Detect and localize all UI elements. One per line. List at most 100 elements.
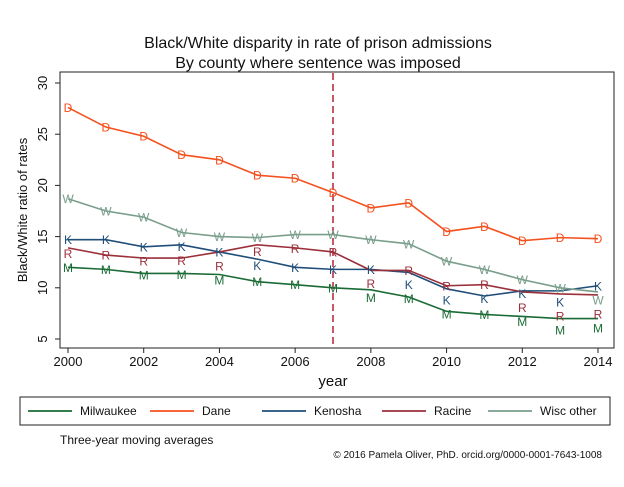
data-point-marker: R <box>291 242 300 256</box>
data-point-marker: D <box>102 121 111 135</box>
x-axis-label: year <box>318 373 347 390</box>
series-line-milwaukee <box>67 266 598 320</box>
x-tick-label: 2010 <box>432 354 461 369</box>
credit: © 2016 Pamela Oliver, PhD. orcid.org/000… <box>333 450 602 461</box>
data-point-marker: K <box>215 245 223 259</box>
data-point-marker: M <box>517 315 527 329</box>
data-point-marker: M <box>63 261 73 275</box>
y-tick-label: 25 <box>35 127 50 141</box>
chart-subtitle: By county where sentence was imposed <box>175 55 460 72</box>
data-point-marker: R <box>442 279 451 293</box>
data-point-marker: K <box>480 292 488 306</box>
data-point-marker: R <box>594 307 603 321</box>
series-line-racine <box>67 243 599 296</box>
data-point-marker: D <box>139 130 148 144</box>
data-point-marker: D <box>177 148 186 162</box>
data-point-marker: R <box>215 259 224 273</box>
data-point-marker: R <box>480 278 489 292</box>
data-point-marker: R <box>253 245 262 259</box>
legend-label: Milwaukee <box>80 404 137 418</box>
data-point-marker: D <box>404 196 413 210</box>
x-tick-label: 2008 <box>356 354 385 369</box>
data-point-marker: W <box>214 230 226 244</box>
data-point-marker: D <box>518 234 527 248</box>
data-point-marker: M <box>101 263 111 277</box>
x-tick-label: 2006 <box>281 354 310 369</box>
data-point-marker: W <box>176 226 188 240</box>
data-point-marker: K <box>140 240 148 254</box>
legend-label: Kenosha <box>314 404 362 418</box>
data-point-marker: W <box>554 281 566 295</box>
data-point-marker: K <box>253 259 261 273</box>
data-point-marker: M <box>479 308 489 322</box>
y-tick-label: 30 <box>35 76 50 90</box>
data-point-marker: W <box>479 263 491 277</box>
data-point-marker: K <box>102 233 110 247</box>
data-point-marker: M <box>214 273 224 287</box>
data-point-marker: R <box>329 245 338 259</box>
data-point-marker: M <box>290 278 300 292</box>
data-point-marker: K <box>64 233 72 247</box>
data-point-marker: M <box>139 268 149 282</box>
x-tick-label: 2002 <box>129 354 158 369</box>
data-point-marker: W <box>365 233 377 247</box>
data-point-marker: W <box>327 228 339 242</box>
data-point-marker: D <box>594 232 603 246</box>
data-point-marker: D <box>215 153 224 167</box>
y-tick-label: 20 <box>35 178 50 192</box>
x-tick-label: 2014 <box>584 354 613 369</box>
note: Three-year moving averages <box>60 433 213 447</box>
data-point-marker: D <box>253 169 262 183</box>
data-point-marker: K <box>367 263 375 277</box>
data-point-marker: D <box>442 225 451 239</box>
data-point-marker: M <box>366 291 376 305</box>
series-line-kenosha <box>68 238 599 297</box>
x-tick-label: 2000 <box>54 354 83 369</box>
data-point-marker: K <box>405 278 413 292</box>
legend-label: Dane <box>202 404 231 418</box>
x-tick-label: 2004 <box>205 354 234 369</box>
data-point-marker: W <box>441 255 453 269</box>
data-point-marker: R <box>102 249 111 263</box>
data-point-marker: M <box>404 292 414 306</box>
data-point-marker: D <box>367 201 376 215</box>
data-point-marker: M <box>252 275 262 289</box>
data-point-marker: K <box>291 261 299 275</box>
data-point-marker: R <box>556 309 565 323</box>
chart-title: Black/White disparity in rate of prison … <box>144 35 492 52</box>
data-point-marker: W <box>592 293 604 307</box>
legend-label: Wisc other <box>540 404 597 418</box>
data-point-marker: W <box>62 192 74 206</box>
data-point-marker: D <box>556 231 565 245</box>
legend-label: Racine <box>434 404 472 418</box>
data-point-marker: M <box>442 307 452 321</box>
data-point-marker: D <box>329 186 338 200</box>
y-tick-label: 5 <box>35 335 50 342</box>
data-point-marker: K <box>178 240 186 254</box>
data-point-marker: W <box>403 237 415 251</box>
data-point-marker: R <box>518 301 527 315</box>
data-point-marker: K <box>518 287 526 301</box>
data-point-marker: D <box>291 172 300 186</box>
series-line-wisc-other <box>67 197 599 293</box>
data-point-marker: K <box>329 263 337 277</box>
data-point-marker: W <box>252 231 264 245</box>
data-point-marker: R <box>64 247 73 261</box>
data-point-marker: K <box>594 279 602 293</box>
data-point-marker: D <box>64 101 73 115</box>
data-point-marker: R <box>139 254 148 268</box>
data-point-marker: M <box>177 268 187 282</box>
data-point-marker: M <box>593 321 603 335</box>
data-point-marker: R <box>367 277 376 291</box>
plot-area <box>59 71 615 349</box>
data-point-marker: D <box>480 220 489 234</box>
y-tick-label: 10 <box>35 281 50 295</box>
data-point-marker: W <box>138 211 150 225</box>
data-point-marker: K <box>556 295 564 309</box>
data-point-marker: R <box>404 264 413 278</box>
y-axis-label: Black/White ratio of rates <box>15 137 30 282</box>
data-point-marker: K <box>443 293 451 307</box>
x-tick-label: 2012 <box>508 354 537 369</box>
data-point-marker: R <box>177 254 186 268</box>
